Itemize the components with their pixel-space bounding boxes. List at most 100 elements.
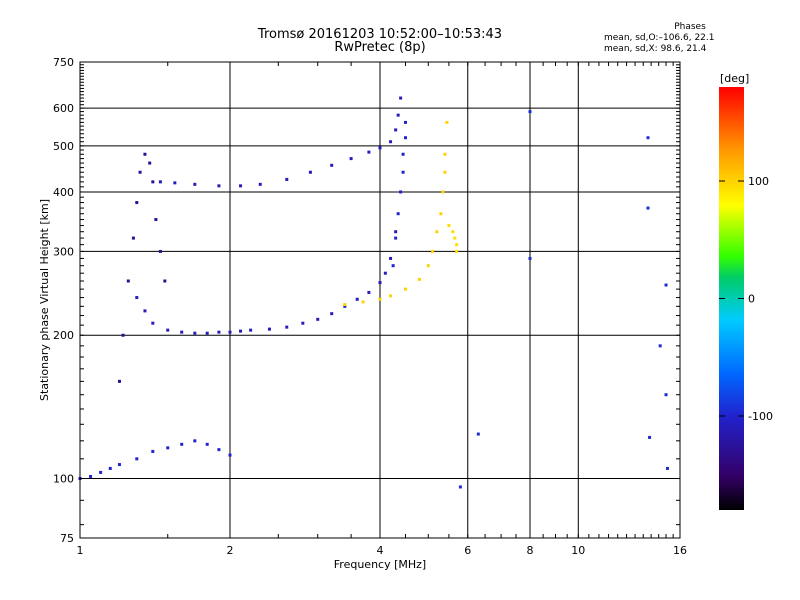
data-point: [396, 212, 400, 216]
data-point: [217, 330, 221, 334]
chart-title: Tromsø 20161203 10:52:00–10:53:43: [257, 27, 503, 42]
data-point: [401, 170, 405, 174]
y-tick-label: 750: [53, 56, 74, 69]
data-point: [151, 449, 155, 453]
data-point: [285, 325, 289, 329]
data-point: [148, 161, 152, 165]
data-point: [154, 218, 158, 222]
data-point: [267, 327, 271, 331]
data-point: [89, 474, 93, 478]
data-point: [135, 457, 139, 461]
data-point: [285, 177, 289, 181]
data-point: [378, 146, 382, 150]
data-point: [121, 333, 125, 337]
data-point: [394, 236, 398, 240]
data-point: [658, 344, 662, 348]
y-tick-label: 300: [53, 245, 74, 258]
data-point: [316, 317, 320, 321]
x-tick-label: 8: [527, 544, 534, 557]
data-point: [399, 96, 403, 100]
data-point: [361, 300, 365, 304]
data-point: [108, 466, 112, 470]
y-axis-label: Stationary phase Virtual Height [km]: [38, 199, 51, 401]
data-point: [367, 150, 371, 154]
data-point: [135, 201, 139, 205]
grid: [80, 62, 680, 538]
data-point: [443, 152, 447, 156]
data-point: [228, 330, 232, 334]
data-point: [378, 281, 382, 285]
data-point: [403, 136, 407, 140]
data-point: [447, 224, 451, 228]
x-tick-label: 4: [377, 544, 384, 557]
data-point: [239, 329, 243, 333]
data-point: [343, 304, 347, 308]
x-tick-label: 1: [77, 544, 84, 557]
data-point: [401, 152, 405, 156]
data-point: [330, 163, 334, 167]
data-point: [217, 448, 221, 452]
y-tick-label: 400: [53, 186, 74, 199]
data-point: [439, 212, 443, 216]
data-points: [78, 96, 669, 489]
data-point: [394, 230, 398, 234]
data-point: [455, 249, 459, 253]
data-point: [367, 290, 371, 294]
data-point: [193, 439, 197, 443]
data-point: [239, 184, 243, 188]
data-point: [138, 170, 142, 174]
data-point: [249, 328, 253, 332]
y-tick-label: 600: [53, 102, 74, 115]
data-point: [99, 470, 103, 474]
colorbar-tick-label: 100: [748, 175, 769, 188]
x-tick-label: 10: [571, 544, 585, 557]
data-point: [389, 140, 393, 144]
y-tick-label: 500: [53, 140, 74, 153]
data-point: [399, 190, 403, 194]
x-tick-label: 2: [227, 544, 234, 557]
data-point: [403, 120, 407, 124]
data-point: [166, 328, 170, 332]
data-point: [126, 279, 130, 283]
x-axis-label: Frequency [MHz]: [334, 558, 426, 571]
data-point: [417, 277, 421, 281]
data-point: [228, 453, 232, 457]
phases-heading: Phases: [674, 22, 706, 32]
phases-x-stats: mean, sd,X: 98.6, 21.4: [604, 44, 707, 54]
data-point: [151, 321, 155, 325]
data-point: [180, 442, 184, 446]
data-point: [151, 180, 155, 184]
data-point: [173, 181, 177, 185]
data-point: [158, 249, 162, 253]
data-point: [143, 152, 147, 156]
data-point: [117, 463, 121, 467]
y-tick-label: 200: [53, 329, 74, 342]
data-point: [426, 264, 430, 268]
data-point: [349, 157, 353, 161]
data-point: [378, 297, 382, 301]
data-point: [355, 297, 359, 301]
data-point: [441, 190, 445, 194]
data-point: [163, 279, 167, 283]
data-point: [143, 309, 147, 313]
data-point: [193, 331, 197, 335]
data-point: [445, 120, 449, 124]
data-point: [258, 182, 262, 186]
data-point: [205, 331, 209, 335]
data-point: [396, 113, 400, 117]
data-point: [458, 485, 462, 489]
data-point: [664, 393, 668, 397]
colorbar-label: [deg]: [720, 72, 749, 85]
data-point: [389, 256, 393, 260]
data-point: [665, 466, 669, 470]
data-point: [343, 303, 347, 307]
data-point: [451, 230, 455, 234]
colorbar-tick-label: 0: [748, 293, 755, 306]
data-point: [648, 435, 652, 439]
data-point: [528, 110, 532, 114]
data-point: [383, 271, 387, 275]
data-point: [330, 312, 334, 316]
data-point: [455, 243, 459, 247]
colorbar-tick-label: -100: [748, 410, 773, 423]
